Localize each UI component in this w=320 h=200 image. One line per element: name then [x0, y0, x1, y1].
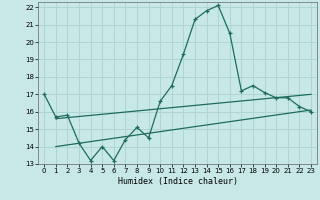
X-axis label: Humidex (Indice chaleur): Humidex (Indice chaleur) — [118, 177, 238, 186]
